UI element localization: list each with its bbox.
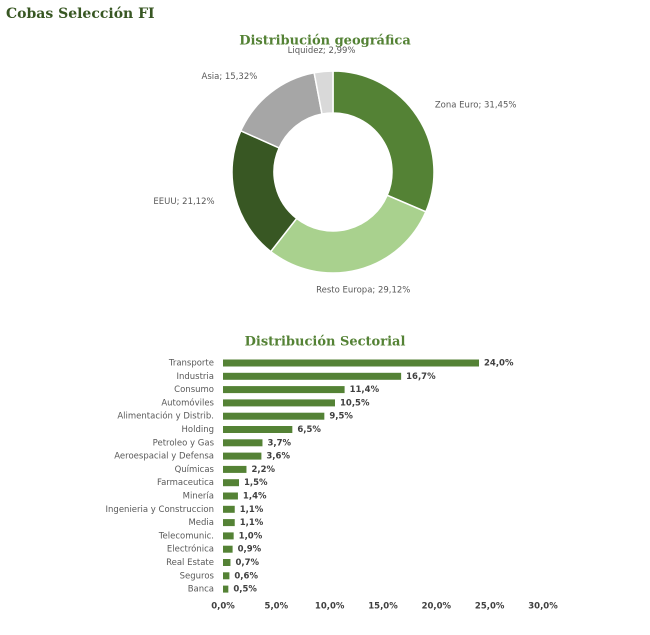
donut-slice xyxy=(313,70,334,115)
x-tick-label: 10,0% xyxy=(315,602,345,612)
bar xyxy=(223,439,263,447)
slice-label: Liquidez; 2,99% xyxy=(288,46,356,56)
bar xyxy=(223,492,238,500)
bar xyxy=(223,545,233,553)
value-label: 24,0% xyxy=(484,359,514,369)
value-label: 1,1% xyxy=(240,505,264,515)
bar xyxy=(223,372,402,380)
x-tick-label: 25,0% xyxy=(475,602,505,612)
y-tick-label: Real Estate xyxy=(166,558,214,568)
value-label: 3,7% xyxy=(267,438,291,448)
value-label: 2,2% xyxy=(251,465,275,475)
y-tick-label: Telecomunic. xyxy=(158,531,214,541)
y-tick-label: Banca xyxy=(188,585,214,595)
bar xyxy=(223,572,230,580)
y-tick-label: Farmaceutica xyxy=(157,478,214,488)
bar xyxy=(223,479,239,487)
y-tick-label: Alimentación y Distrib. xyxy=(117,411,214,422)
x-tick-label: 30,0% xyxy=(528,602,558,612)
value-label: 1,1% xyxy=(240,518,264,528)
y-tick-label: Industria xyxy=(176,372,214,382)
y-tick-label: Aeroespacial y Defensa xyxy=(114,452,214,462)
y-tick-label: Petroleo y Gas xyxy=(153,438,215,448)
y-tick-label: Minería xyxy=(183,492,214,502)
bar xyxy=(223,386,345,394)
value-label: 6,5% xyxy=(297,425,321,435)
x-tick-label: 15,0% xyxy=(368,602,398,612)
y-tick-label: Media xyxy=(188,518,214,528)
chart-title: Distribución geográfica xyxy=(239,34,411,49)
bar xyxy=(223,359,479,367)
y-tick-label: Electrónica xyxy=(167,544,214,555)
value-label: 0,9% xyxy=(238,545,262,555)
value-label: 1,4% xyxy=(243,492,267,502)
value-label: 0,6% xyxy=(234,571,258,581)
bar xyxy=(223,505,235,513)
y-tick-label: Químicas xyxy=(175,465,215,475)
bar xyxy=(223,399,335,407)
y-tick-label: Seguros xyxy=(180,571,215,581)
x-tick-label: 5,0% xyxy=(265,602,289,612)
bar xyxy=(223,465,247,473)
bar xyxy=(223,559,231,566)
y-tick-label: Transporte xyxy=(168,359,214,369)
x-tick-label: 20,0% xyxy=(422,602,452,612)
slice-label: Zona Euro; 31,45% xyxy=(435,100,517,110)
donut-slice xyxy=(269,194,427,274)
y-tick-label: Consumo xyxy=(174,385,214,395)
bar xyxy=(223,585,229,593)
value-label: 10,5% xyxy=(340,398,370,408)
chart-title: Distribución Sectorial xyxy=(245,335,406,350)
slice-label: EEUU; 21,12% xyxy=(153,197,214,207)
value-label: 1,5% xyxy=(244,478,268,488)
y-tick-label: Automóviles xyxy=(161,397,214,408)
value-label: 3,6% xyxy=(266,452,290,462)
value-label: 16,7% xyxy=(406,372,436,382)
slice-label: Asia; 15,32% xyxy=(202,72,258,82)
value-label: 0,5% xyxy=(233,585,257,595)
page-title: Cobas Selección FI xyxy=(6,6,155,22)
donut-slice xyxy=(239,71,323,149)
x-tick-label: 0,0% xyxy=(211,602,235,612)
bar xyxy=(223,412,325,420)
value-label: 9,5% xyxy=(329,412,353,422)
bar xyxy=(223,532,234,540)
y-tick-label: Ingenieria y Construccion xyxy=(106,505,214,515)
value-label: 0,7% xyxy=(235,558,259,568)
bar xyxy=(223,426,293,433)
donut-slice xyxy=(332,70,435,213)
slice-label: Resto Europa; 29,12% xyxy=(316,286,410,296)
bar xyxy=(223,452,262,460)
value-label: 11,4% xyxy=(350,385,380,395)
value-label: 1,0% xyxy=(239,531,263,541)
y-tick-label: Holding xyxy=(182,425,215,435)
bar xyxy=(223,519,235,527)
